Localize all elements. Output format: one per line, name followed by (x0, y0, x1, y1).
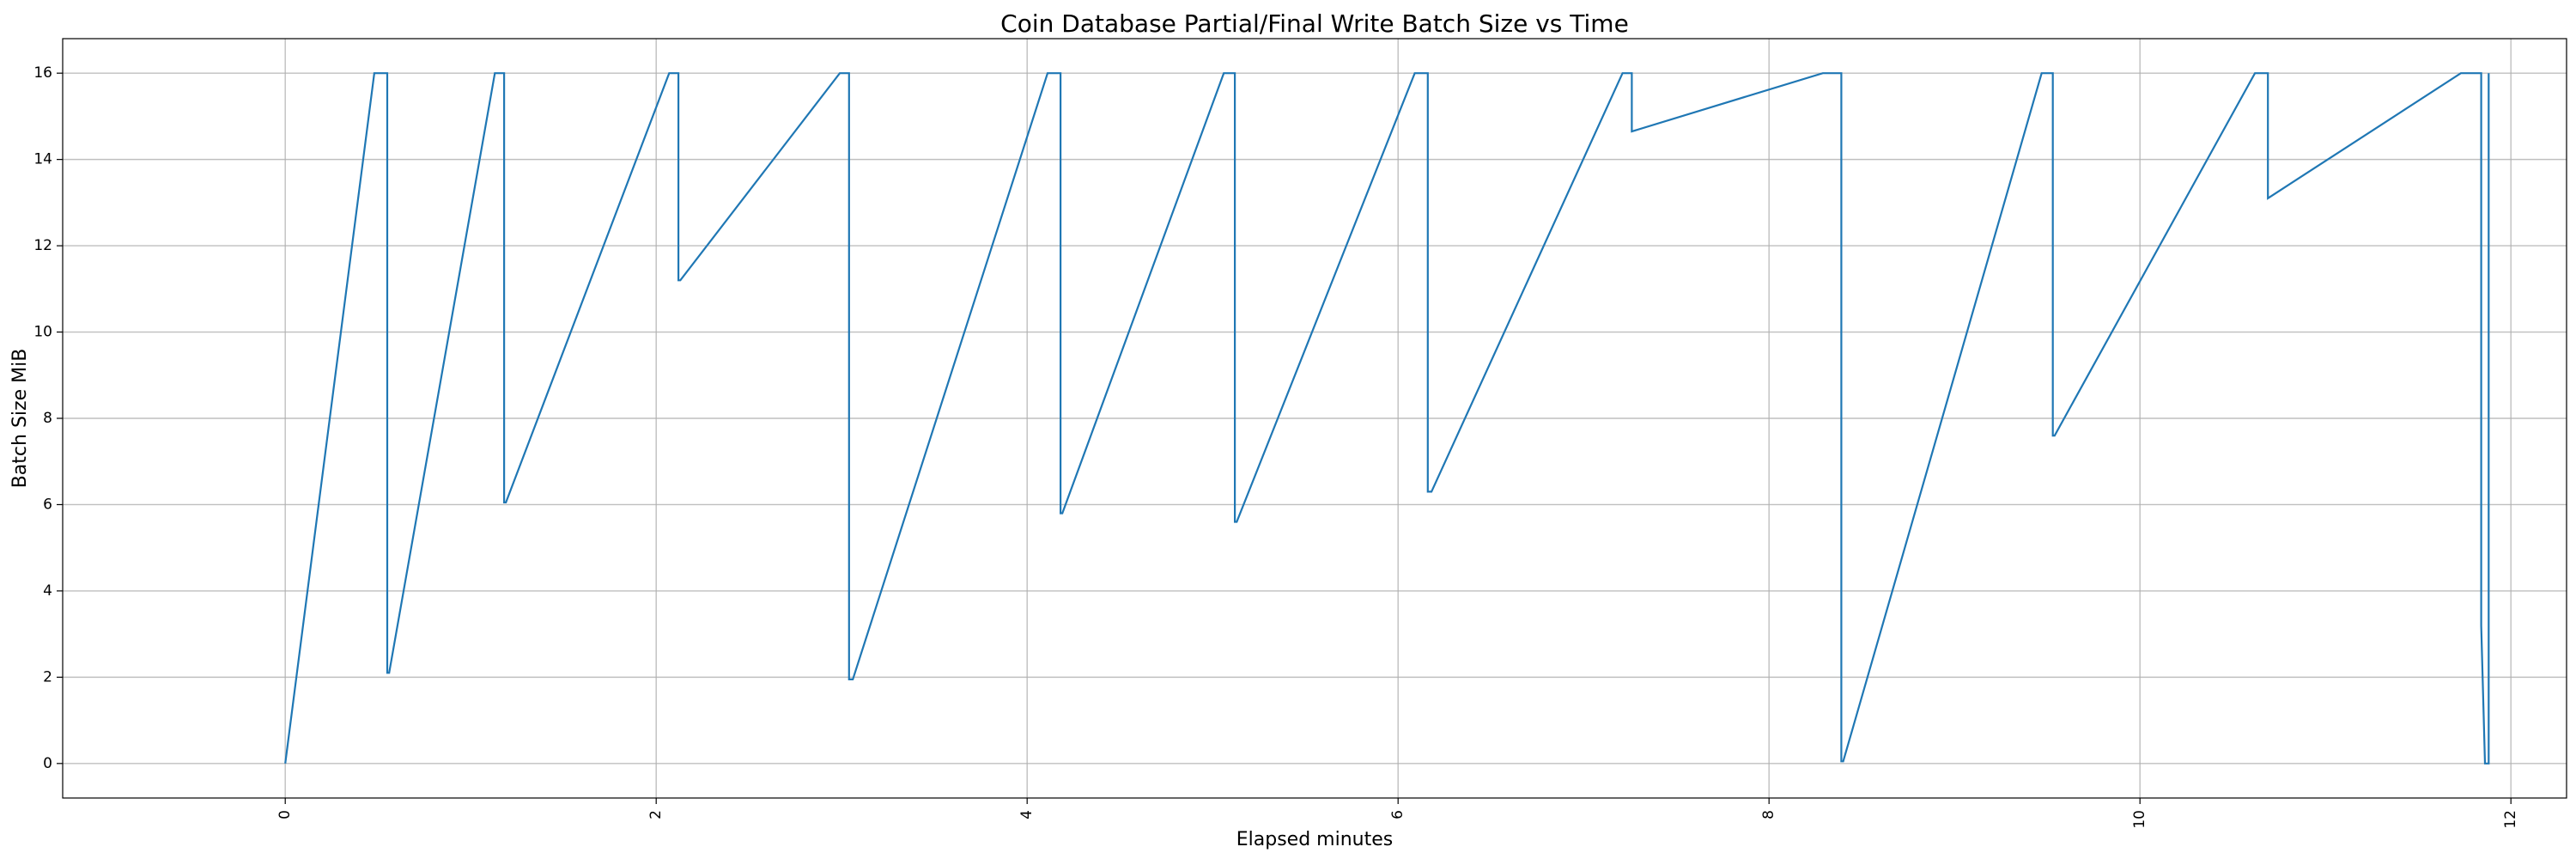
x-tick-label: 10 (2131, 810, 2148, 829)
ticks: 0 2 4 6 8 10 12 0 2 4 6 8 10 12 14 16 (33, 64, 2519, 828)
series-layer (284, 72, 2490, 765)
y-axis-label: Batch Size MiB (9, 349, 31, 489)
grid (63, 39, 2567, 798)
x-axis-label: Elapsed minutes (1236, 829, 1393, 850)
x-tick-label: 6 (1389, 810, 1406, 819)
chart-title: Coin Database Partial/Final Write Batch … (1000, 9, 1629, 38)
y-tick-label: 0 (43, 755, 52, 772)
x-tick-label: 0 (276, 810, 294, 819)
y-tick-label: 2 (43, 668, 52, 685)
y-tick-label: 12 (33, 237, 52, 254)
y-tick-label: 16 (33, 64, 52, 82)
y-tick-label: 6 (43, 496, 52, 513)
y-tick-label: 10 (33, 324, 52, 341)
y-tick-label: 4 (43, 582, 52, 600)
series-line-0 (284, 72, 2490, 765)
y-tick-label: 14 (33, 151, 52, 168)
x-tick-label: 8 (1760, 810, 1777, 819)
y-tick-label: 8 (43, 410, 52, 427)
x-tick-label: 12 (2502, 810, 2519, 829)
x-tick-label: 2 (647, 810, 665, 819)
x-tick-label: 4 (1018, 810, 1036, 819)
